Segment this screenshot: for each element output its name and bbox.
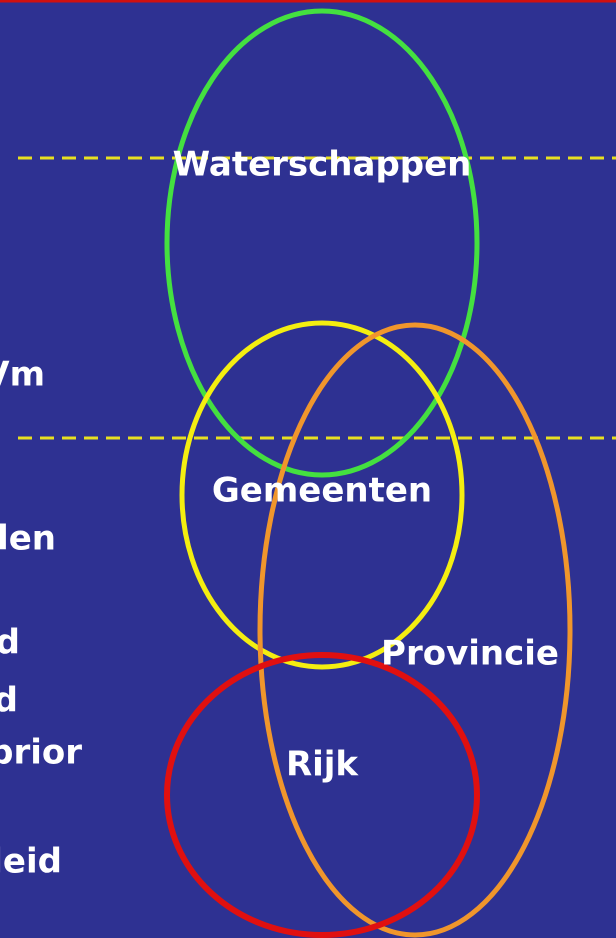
- ellipse-gemeenten: [179, 320, 465, 670]
- side-label: leid: [0, 842, 62, 882]
- side-label: den: [0, 519, 56, 559]
- circle-label: Provincie: [381, 634, 559, 674]
- side-label: Vm: [0, 355, 45, 395]
- circle-label: Rijk: [286, 745, 359, 785]
- circle-label: Waterschappen: [173, 145, 472, 185]
- ellipse-waterschappen: [164, 8, 480, 478]
- ellipse-rijk: [164, 652, 480, 938]
- side-label: d: [0, 681, 18, 721]
- side-label: d: [0, 623, 20, 663]
- circle-label: Gemeenten: [212, 471, 432, 511]
- side-label: prior: [0, 733, 82, 773]
- ellipse-provincie: [257, 322, 573, 938]
